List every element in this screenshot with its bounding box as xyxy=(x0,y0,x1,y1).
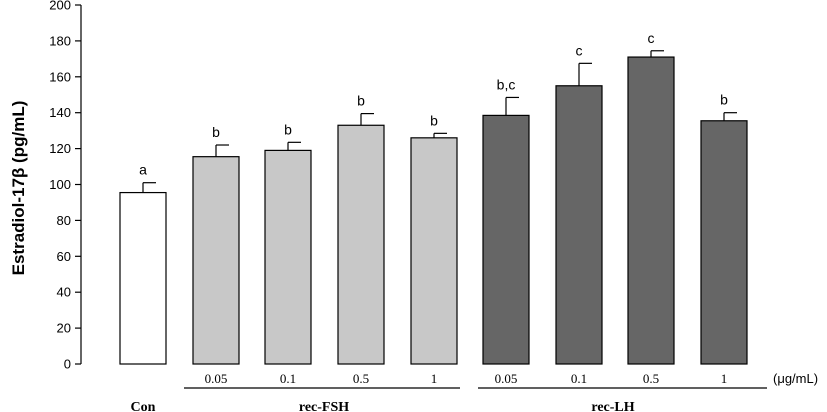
bar xyxy=(119,191,167,365)
group-label: rec-FSH xyxy=(299,400,349,412)
bar xyxy=(192,156,240,365)
y-tick-label: 80 xyxy=(57,213,71,228)
y-tick-label: 200 xyxy=(49,0,71,13)
significance-letter: b,c xyxy=(497,76,516,92)
y-tick-label: 20 xyxy=(57,321,71,336)
bar xyxy=(700,120,748,365)
group-label: Con xyxy=(131,400,156,412)
y-tick-label: 160 xyxy=(49,69,71,84)
group-label: rec-LH xyxy=(591,400,634,412)
y-tick-label: 180 xyxy=(49,33,71,48)
y-tick-label: 140 xyxy=(49,105,71,120)
significance-letter: b xyxy=(212,124,220,140)
plot-area: 0 20 40 60 80 100 120 140 160 180 200 a b b b b b,c c c b 0.… xyxy=(49,0,767,412)
dose-label: 0.05 xyxy=(495,371,518,386)
dose-label: 0.5 xyxy=(643,371,659,386)
bar xyxy=(337,124,385,365)
significance-letter: a xyxy=(139,162,147,178)
dose-label: 1 xyxy=(721,371,728,386)
significance-letter: b xyxy=(720,92,728,108)
dose-label: 1 xyxy=(431,371,438,386)
bar xyxy=(410,137,458,365)
bar xyxy=(264,149,312,365)
y-axis-label: Estradiol-17β (pg/mL) xyxy=(9,101,28,276)
bar xyxy=(555,85,603,365)
bar xyxy=(482,114,530,365)
significance-letter: c xyxy=(648,30,655,46)
y-tick-label: 100 xyxy=(49,177,71,192)
dose-label: 0.1 xyxy=(280,371,296,386)
dose-label: 0.05 xyxy=(205,371,228,386)
y-tick-label: 40 xyxy=(57,285,71,300)
y-tick-label: 120 xyxy=(49,141,71,156)
significance-letter: c xyxy=(576,42,583,58)
y-tick-label: 0 xyxy=(64,357,71,372)
dose-label: 0.5 xyxy=(353,371,369,386)
dose-unit-label: (μg/mL) xyxy=(773,371,818,386)
significance-letter: b xyxy=(357,93,365,109)
dose-label: 0.1 xyxy=(571,371,587,386)
bar xyxy=(627,56,675,365)
y-tick-label: 60 xyxy=(57,249,71,264)
significance-letter: b xyxy=(430,112,438,128)
significance-letter: b xyxy=(284,121,292,137)
